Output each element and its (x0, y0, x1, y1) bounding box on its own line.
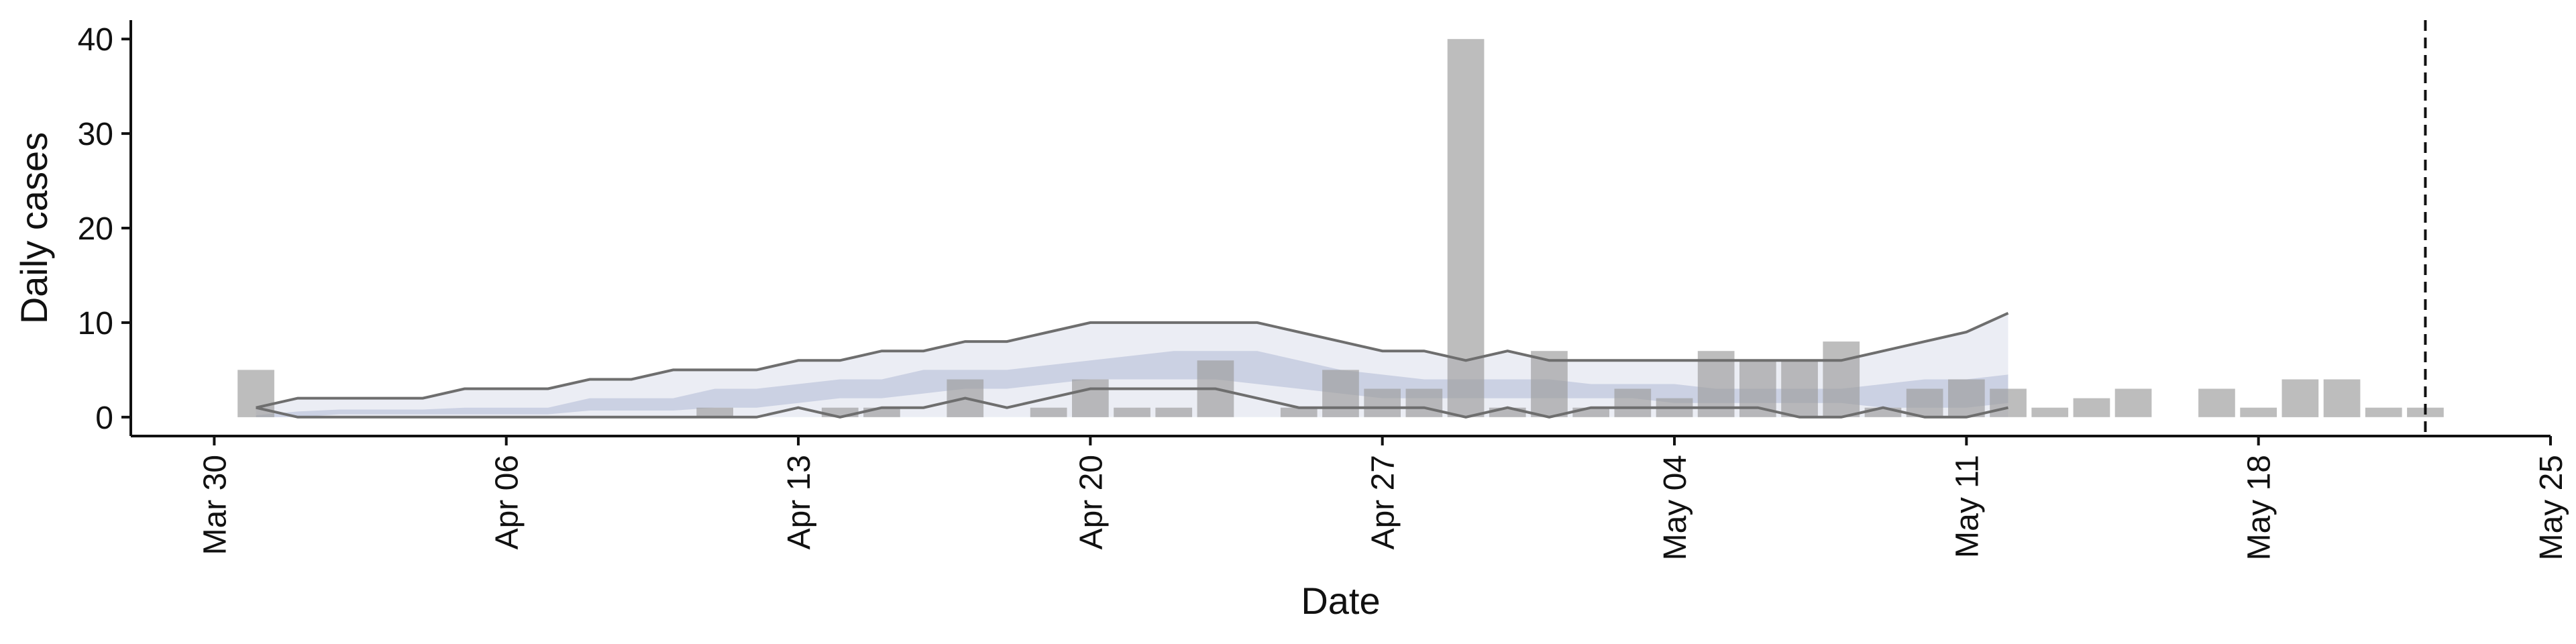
daily-cases-bar (1405, 388, 1443, 417)
x-tick-label: Apr 13 (782, 455, 817, 549)
bands-layer (256, 313, 2008, 417)
bars-layer (237, 39, 2444, 417)
daily-cases-bar (2240, 407, 2277, 417)
y-tick-label: 20 (78, 211, 113, 247)
daily-cases-bar (821, 407, 859, 417)
daily-cases-bar (2282, 379, 2319, 417)
x-tick-label: May 18 (2242, 455, 2277, 560)
daily-cases-bar (1823, 341, 1860, 417)
x-tick-label: May 11 (1949, 455, 1985, 558)
daily-cases-bar (1781, 360, 1818, 417)
bound-lines-layer (256, 311, 2009, 419)
daily-cases-bar (1614, 388, 1652, 417)
x-ticks-layer: Mar 30 Apr 06 Apr 13 Apr 20 Apr 27 May 04 May … (197, 436, 2569, 560)
y-tick-label: 30 (78, 117, 113, 152)
daily-cases-bar (1864, 407, 1902, 417)
y-tick-label: 0 (95, 400, 113, 436)
daily-cases-bar (1114, 407, 1150, 417)
inner-band (256, 351, 2008, 417)
x-tick-label: Mar 30 (197, 455, 233, 555)
daily-cases-bar (2031, 407, 2069, 417)
daily-cases-bar (2073, 398, 2110, 417)
y-tick-label: 10 (78, 306, 113, 341)
daily-cases-bar (1364, 388, 1401, 417)
daily-cases-bar (1572, 407, 1609, 417)
daily-cases-bar (2365, 407, 2402, 417)
daily-cases-bar (1906, 388, 1943, 417)
daily-cases-bar (1072, 379, 1109, 417)
x-axis-title: Date (1301, 580, 1380, 622)
y-axis-title: Daily cases (13, 132, 55, 324)
x-tick-label: Apr 27 (1366, 455, 1401, 549)
daily-cases-bar (1489, 407, 1526, 417)
x-tick-label: May 04 (1658, 455, 1693, 560)
y-tick-label: 40 (78, 22, 113, 58)
daily-cases-bar (2114, 388, 2152, 417)
daily-cases-bar (1531, 351, 1568, 417)
daily-cases-bar (1447, 39, 1485, 417)
x-tick-label: Apr 06 (490, 455, 525, 549)
daily-cases-bar (863, 407, 900, 417)
x-tick-label: Apr 20 (1073, 455, 1109, 549)
daily-cases-bar (1155, 407, 1193, 417)
daily-cases-bar (1322, 370, 1359, 417)
daily-cases-bar (1948, 379, 1985, 417)
daily-cases-bar (1990, 388, 2027, 417)
daily-cases-bar (2323, 379, 2361, 417)
x-tick-label: May 25 (2534, 455, 2569, 560)
y-ticks-layer: 0 10 20 30 40 (78, 22, 131, 436)
lower-bound-line (256, 387, 2008, 419)
daily-cases-bar (2198, 388, 2235, 417)
daily-cases-bar (1697, 351, 1735, 417)
upper-bound-line (256, 311, 2009, 409)
daily-cases-bar (696, 407, 733, 417)
daily-cases-bar (1030, 407, 1067, 417)
daily-cases-bar (1280, 407, 1318, 417)
